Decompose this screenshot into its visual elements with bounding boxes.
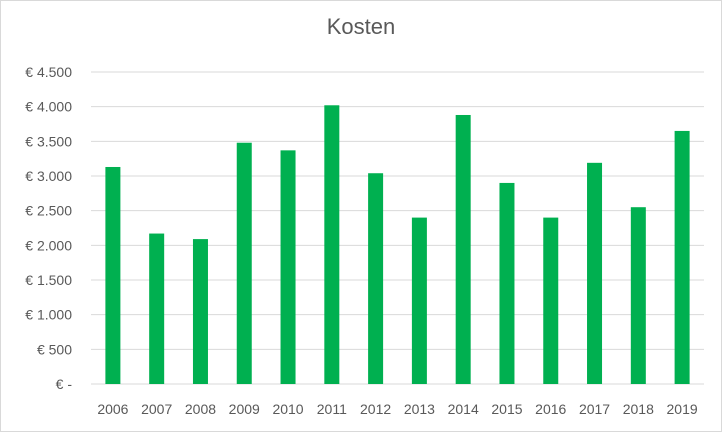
bar-2014 xyxy=(455,114,471,384)
bar-2017 xyxy=(587,162,603,384)
x-tick-label: 2012 xyxy=(360,401,391,417)
y-tick-label: € 3.500 xyxy=(25,133,72,149)
bar-2018 xyxy=(630,207,646,384)
bar-2019 xyxy=(674,130,690,384)
x-tick-label: 2011 xyxy=(317,401,347,417)
x-tick-label: 2006 xyxy=(97,401,128,417)
bar-2006 xyxy=(105,166,121,384)
y-tick-label: € - xyxy=(56,376,73,392)
bar-2010 xyxy=(280,150,296,384)
x-tick-label: 2015 xyxy=(491,401,522,417)
x-axis-ticks: 2006 2007 2008 2009 2010 2011 2012 2013 2014 2015… xyxy=(97,401,698,417)
y-tick-label: € 500 xyxy=(37,341,72,357)
x-tick-label: 2014 xyxy=(448,401,479,417)
bar-2016 xyxy=(543,217,559,384)
y-tick-label: € 3.000 xyxy=(25,168,72,184)
x-tick-label: 2009 xyxy=(229,401,260,417)
x-tick-label: 2019 xyxy=(667,401,698,417)
y-axis-ticks: € - € 500 € 1.000 € 1.500 € 2.000 € 2.500 € 3.… xyxy=(25,64,72,392)
x-tick-label: 2007 xyxy=(141,401,172,417)
x-tick-label: 2018 xyxy=(623,401,654,417)
y-tick-label: € 2.000 xyxy=(25,237,72,253)
bar-2007 xyxy=(149,233,165,384)
bar-2012 xyxy=(368,173,384,384)
bar-2013 xyxy=(411,217,427,384)
x-tick-label: 2017 xyxy=(579,401,610,417)
x-tick-label: 2008 xyxy=(185,401,216,417)
bars xyxy=(105,105,690,384)
x-tick-label: 2016 xyxy=(535,401,566,417)
chart-title: Kosten xyxy=(326,14,396,39)
gridlines xyxy=(91,71,704,385)
y-tick-label: € 1.000 xyxy=(25,307,72,323)
y-tick-label: € 4.500 xyxy=(25,64,72,80)
bar-2011 xyxy=(324,105,340,384)
y-tick-label: € 1.500 xyxy=(25,272,72,288)
y-tick-label: € 4.000 xyxy=(25,99,72,115)
bar-2009 xyxy=(236,142,252,384)
y-tick-label: € 2.500 xyxy=(25,203,72,219)
bar-2015 xyxy=(499,182,515,384)
x-tick-label: 2013 xyxy=(404,401,435,417)
bar-2008 xyxy=(192,239,208,384)
x-tick-label: 2010 xyxy=(272,401,303,417)
